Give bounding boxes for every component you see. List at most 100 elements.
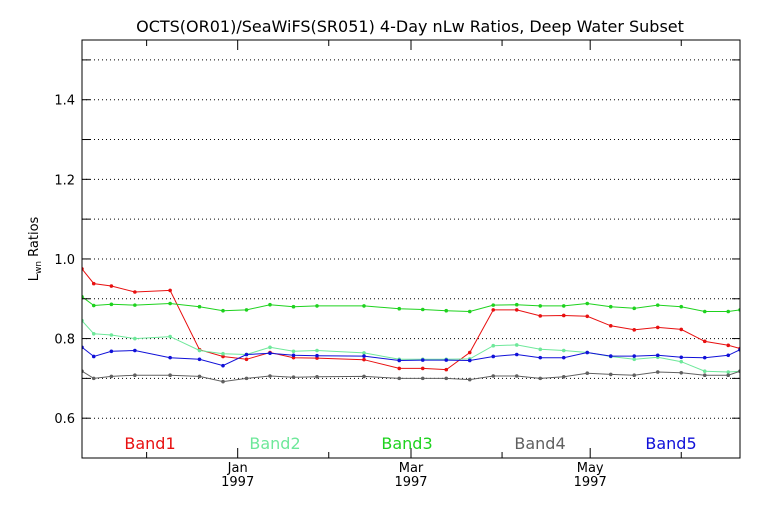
- chart-title: OCTS(OR01)/SeaWiFS(SR051) 4-Day nLw Rati…: [136, 17, 684, 36]
- series-band3: [82, 294, 740, 314]
- data-point: [168, 301, 172, 306]
- data-point: [585, 350, 590, 355]
- data-point: [467, 377, 472, 382]
- data-point: [491, 374, 496, 378]
- data-point: [91, 281, 96, 286]
- data-point: [362, 357, 366, 362]
- data-point: [91, 376, 96, 381]
- data-point: [726, 343, 731, 348]
- data-point: [197, 348, 202, 353]
- data-point: [491, 343, 496, 348]
- data-point: [561, 374, 566, 379]
- data-point: [726, 353, 731, 358]
- data-point: [679, 327, 684, 332]
- data-point: [702, 309, 707, 314]
- data-point: [221, 308, 225, 313]
- data-point: [538, 314, 543, 318]
- data-point: [632, 357, 637, 362]
- data-point: [679, 355, 684, 360]
- data-point: [244, 376, 249, 381]
- data-point: [702, 339, 707, 344]
- data-point: [444, 358, 449, 362]
- series-band5: [82, 345, 740, 368]
- data-point: [679, 359, 684, 364]
- data-point: [467, 309, 472, 314]
- series-line: [82, 370, 740, 383]
- x-tick-label-year: 1997: [221, 475, 254, 490]
- data-point: [221, 351, 225, 356]
- data-point: [608, 324, 613, 328]
- data-point: [538, 355, 543, 360]
- series-line: [82, 320, 740, 373]
- data-point: [291, 349, 296, 354]
- legend-label-band2: Band2: [249, 434, 300, 453]
- data-point: [268, 351, 272, 356]
- data-point: [585, 301, 590, 306]
- data-point: [362, 304, 366, 308]
- legend-label-band1: Band1: [124, 434, 175, 453]
- data-point: [702, 373, 707, 377]
- data-point: [514, 308, 519, 312]
- data-point: [726, 309, 731, 314]
- data-point: [291, 353, 296, 358]
- data-point: [514, 374, 519, 378]
- data-point: [538, 347, 543, 352]
- legend-label-band4: Band4: [514, 434, 565, 453]
- data-point: [109, 302, 114, 307]
- x-tick-label-year: 1997: [394, 475, 427, 490]
- data-point: [315, 353, 319, 358]
- data-point: [655, 325, 660, 330]
- data-point: [109, 333, 114, 337]
- plot-frame: [81, 39, 741, 459]
- y-tick-label: 1.4: [54, 94, 75, 109]
- data-point: [109, 349, 114, 354]
- series-line: [82, 296, 740, 313]
- y-tick-label: 1.2: [54, 173, 75, 188]
- data-point: [133, 373, 137, 377]
- data-point: [133, 290, 137, 294]
- data-point: [109, 374, 114, 379]
- data-point: [397, 306, 402, 311]
- data-point: [514, 352, 519, 357]
- data-point: [702, 355, 707, 360]
- data-point: [168, 288, 172, 293]
- data-point: [291, 304, 296, 309]
- data-point: [585, 314, 590, 319]
- data-point: [221, 354, 225, 359]
- data-point: [538, 304, 543, 308]
- data-point: [444, 376, 449, 381]
- data-point: [197, 357, 202, 362]
- series-line: [82, 268, 740, 371]
- data-point: [538, 376, 543, 381]
- data-point: [420, 358, 425, 362]
- data-point: [268, 302, 272, 307]
- data-point: [244, 357, 249, 362]
- grid: [82, 59, 740, 419]
- data-point: [702, 369, 707, 374]
- data-point: [585, 371, 590, 376]
- data-point: [679, 304, 684, 309]
- data-point: [397, 358, 402, 363]
- data-point: [315, 304, 319, 308]
- y-axis-label: Lwn Ratios: [27, 216, 44, 281]
- x-tick-label-year: 1997: [574, 475, 607, 490]
- y-axis-label-main: L: [27, 273, 42, 281]
- data-point: [109, 284, 114, 288]
- data-point: [444, 367, 449, 372]
- data-point: [514, 302, 519, 307]
- data-point: [444, 308, 449, 313]
- data-point: [133, 336, 137, 341]
- data-point: [315, 374, 319, 379]
- data-point: [244, 308, 249, 312]
- data-point: [91, 354, 96, 359]
- legend-label-band5: Band5: [645, 434, 696, 453]
- series-band4: [82, 369, 740, 384]
- data-point: [397, 366, 402, 371]
- data-point: [268, 345, 272, 350]
- data-point: [467, 358, 472, 363]
- data-point: [168, 355, 172, 360]
- legend: Band1 Band2 Band3 Band4 Band5: [124, 434, 696, 453]
- legend-label-band3: Band3: [381, 434, 432, 453]
- data-point: [362, 354, 366, 358]
